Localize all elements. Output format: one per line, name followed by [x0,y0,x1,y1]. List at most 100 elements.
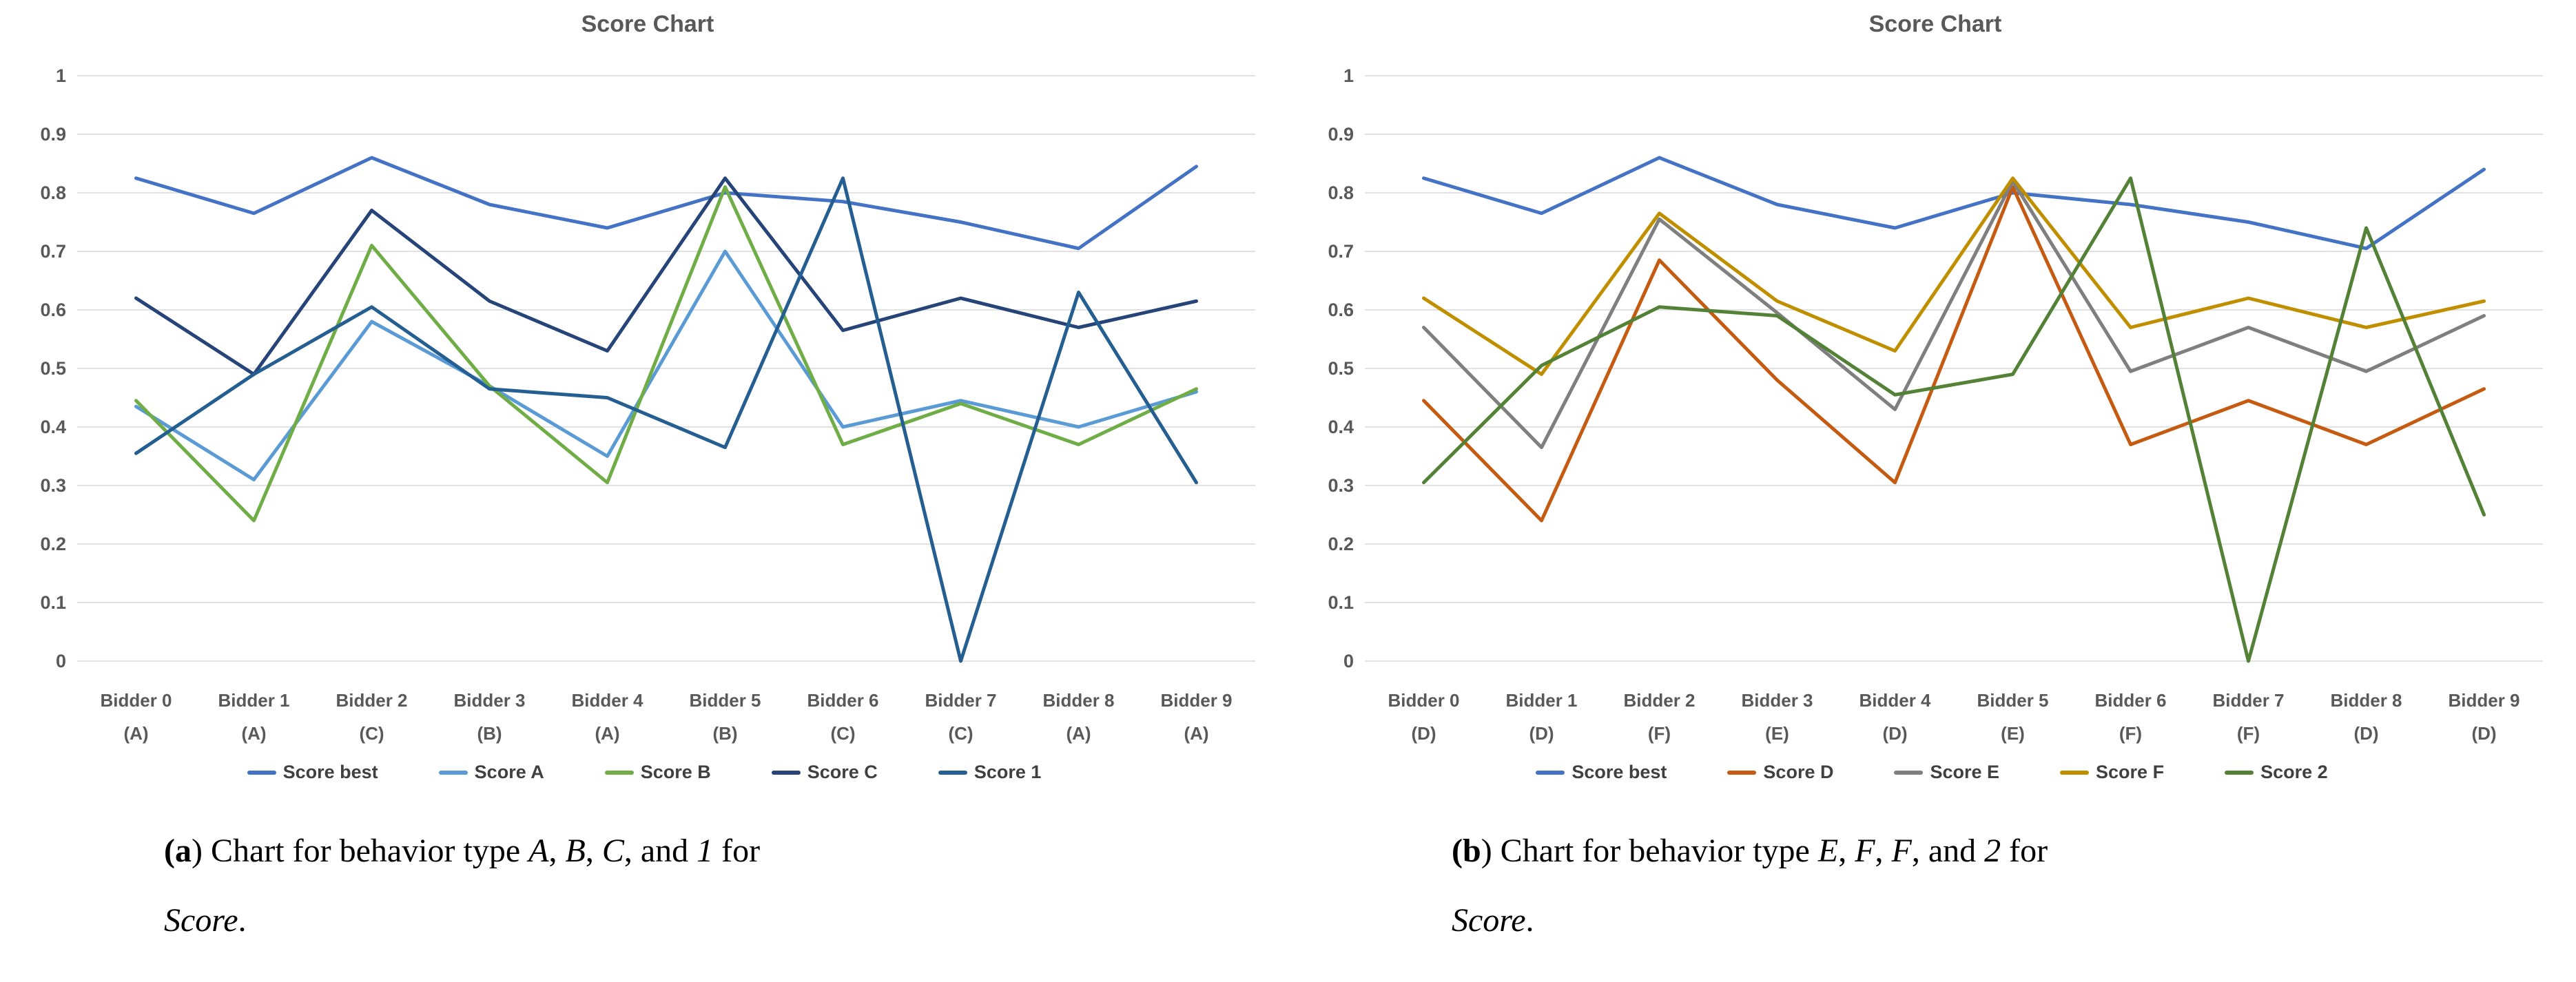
x-axis-category-label: Bidder 2 [336,690,407,711]
legend-item-score-best: Score best [1536,762,1667,783]
legend-line-swatch [938,770,967,775]
chart-title: Score Chart [1869,11,2002,37]
x-axis-category-label: Bidder 4 [1859,690,1931,711]
x-axis-category-label: Bidder 0 [1388,690,1459,711]
series-line-score-2 [1422,176,2486,663]
y-axis-tick-label: 0.7 [1328,241,1354,262]
caption-segment: 1 [697,833,714,869]
legend-item-score-e: Score E [1894,762,1999,783]
x-axis-behavior-type-label: (D) [1882,723,1907,744]
legend-label: Score 2 [2260,762,2328,782]
y-axis-tick-label: 1 [56,65,66,86]
legend-item-score-d: Score D [1727,762,1833,783]
caption-segment: ) Chart for behavior type [191,833,529,869]
caption-segment: Score [1452,901,1526,939]
y-axis-tick-label: 0.9 [40,124,66,145]
y-axis-tick-label: 0.3 [40,475,66,496]
caption-segment: B [565,833,586,869]
legend-line-swatch [1727,770,1757,775]
caption-segment: 2 [1984,833,2001,869]
caption-a: (a) Chart for behavior type A, B, C, and… [164,817,1129,956]
x-axis-category-label: Bidder 4 [571,690,643,711]
legend-line-swatch [771,770,801,775]
x-axis-behavior-type-label: (B) [712,723,737,744]
y-axis-tick-label: 0.4 [40,417,66,437]
chart-title: Score Chart [581,11,714,37]
x-axis-category-label: Bidder 6 [2094,690,2166,711]
line-chart-a: Score Chart 0 0.1 0.2 0.3 0.4 0.5 0.6 0.7 0.8 0.9… [40,11,1255,744]
legend: Score best Score A Score B Score C Score 1 [0,762,1288,783]
legend-label: Score best [282,762,378,782]
y-axis-tick-label: 0.2 [40,534,66,554]
series-line-score-d [1422,185,2486,523]
line-chart-b: Score Chart 0 0.1 0.2 0.3 0.4 0.5 0.6 0.7 0.8 0.9… [1328,11,2543,744]
y-axis-tick-label: 0.8 [1328,182,1354,203]
caption-segment: , and [624,833,697,869]
y-axis-tick-label: 0.8 [40,182,66,203]
x-axis-behavior-type-label: (C) [830,723,855,744]
legend-label: Score B [640,762,711,782]
caption-segment: . [1525,901,1534,939]
x-axis-category-label: Bidder 5 [1977,690,2048,711]
plot-area: 0 0.1 0.2 0.3 0.4 0.5 0.6 0.7 0.8 0.9 1 Bidder 0 (A)… [40,65,1255,744]
legend-line-swatch [247,770,276,775]
x-axis-behavior-type-label: (D) [2471,723,2496,744]
x-axis-behavior-type-label: (D) [1411,723,1436,744]
y-axis-tick-label: 0.2 [1328,534,1354,554]
series-line-score-best [1422,156,2486,251]
legend-item-score-f: Score F [2060,762,2164,783]
y-axis-tick-label: 0.5 [1328,358,1354,379]
caption-segment: . [238,901,247,939]
y-axis-tick-label: 0 [1343,651,1354,671]
y-axis-tick-label: 0.6 [40,300,66,320]
legend-item-score-2: Score 2 [2225,762,2328,783]
series-line-score-c [134,176,1198,376]
y-axis-tick-label: 0 [56,651,66,671]
legend: Score best Score D Score E Score F Score 2 [1288,762,2576,783]
caption-segment: F [1855,833,1875,869]
caption-segment: Score [164,901,238,939]
legend-label: Score D [1763,762,1834,782]
x-axis-behavior-type-label: (C) [359,723,384,744]
y-axis-tick-label: 0.1 [1328,592,1354,613]
x-axis-behavior-type-label: (F) [2119,723,2142,744]
x-axis-category-label: Bidder 1 [1505,690,1577,711]
y-axis-tick-label: 0.9 [1328,124,1354,145]
x-axis-behavior-type-label: (F) [1648,723,1671,744]
x-axis-behavior-type-label: (E) [1765,723,1789,744]
legend-line-swatch [2060,770,2090,775]
caption-segment: , and [1911,833,1985,869]
x-axis-behavior-type-label: (A) [123,723,148,744]
legend-label: Score F [2096,762,2165,782]
legend-line-swatch [604,770,634,775]
x-axis-category-label: Bidder 1 [218,690,289,711]
x-axis-category-label: Bidder 8 [1042,690,1114,711]
y-axis-tick-label: 0.5 [40,358,66,379]
x-axis-behavior-type-label: (D) [2353,723,2378,744]
x-axis-category-label: Bidder 2 [1623,690,1695,711]
legend-item-score-best: Score best [247,762,378,783]
x-axis-behavior-type-label: (A) [241,723,266,744]
legend-line-swatch [1536,770,1565,775]
legend-item-score-c: Score C [771,762,878,783]
x-axis-category-label: Bidder 5 [689,690,761,711]
caption-segment: for [2001,833,2048,869]
caption-segment: for [713,833,761,869]
x-axis-category-label: Bidder 7 [2212,690,2284,711]
x-axis-behavior-type-label: (C) [948,723,973,744]
caption-segment: E [1817,833,1839,869]
x-axis-category-label: Bidder 6 [807,690,878,711]
caption-segment: , [548,833,566,869]
x-axis-category-label: Bidder 8 [2330,690,2402,711]
panel-a: Score Chart 0 0.1 0.2 0.3 0.4 0.5 0.6 0.7 0.8 0.9… [0,11,1288,956]
legend-line-swatch [2225,770,2254,775]
caption-segment: C [601,833,624,869]
caption-segment: , [585,833,602,869]
series-line-score-1 [134,176,1198,663]
caption-segment: ( [1452,833,1463,869]
y-axis-tick-label: 1 [1343,65,1354,86]
x-axis-category-label: Bidder 3 [1741,690,1813,711]
series-line-score-f [1422,176,2486,376]
legend-item-score-b: Score B [604,762,711,783]
